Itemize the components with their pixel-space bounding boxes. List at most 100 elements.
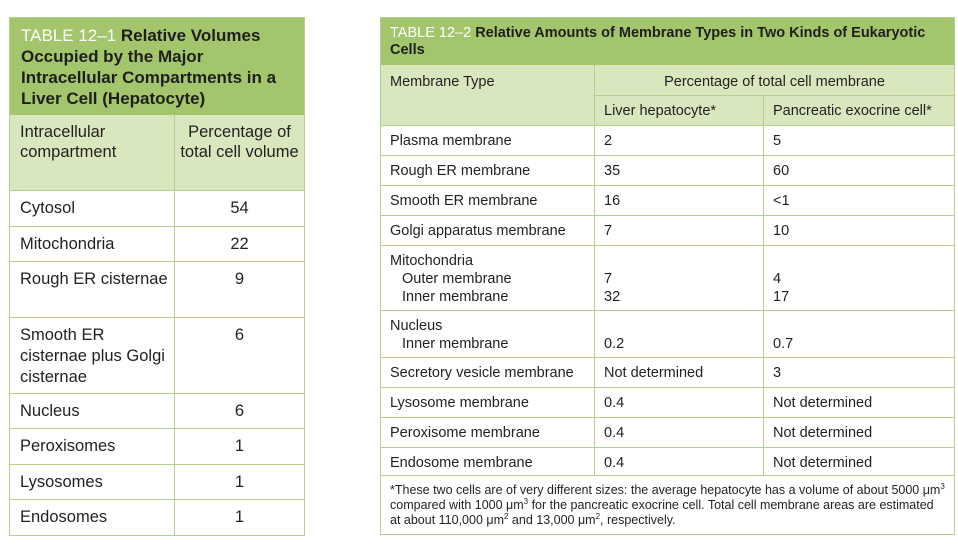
table-row: Endosome membrane 0.4 Not determined bbox=[381, 448, 954, 476]
membrane-type: Smooth ER membrane bbox=[390, 193, 538, 209]
liver-value: Not determined bbox=[604, 365, 704, 381]
table-title-text: Relative Volumes Occupied by the Major I… bbox=[21, 26, 277, 108]
pancreas-value: Not determined bbox=[773, 395, 873, 411]
membrane-type: Lysosome membrane bbox=[390, 395, 529, 411]
liver-value: 32 bbox=[604, 289, 621, 305]
footnote-text: , respectively. bbox=[600, 513, 676, 527]
table-number: TABLE 12–2 bbox=[390, 25, 472, 41]
membrane-type-cell: Mitochondria Outer membrane Inner membra… bbox=[390, 252, 590, 306]
membrane-type: Endosome membrane bbox=[390, 455, 533, 471]
pancreas-value-cell: 0.7 bbox=[773, 317, 953, 353]
membrane-type: Rough ER membrane bbox=[390, 163, 531, 179]
header-divider bbox=[595, 95, 954, 96]
liver-value: 2 bbox=[604, 133, 613, 149]
pancreas-value: Not determined bbox=[773, 425, 873, 441]
table-row: Peroxisomes 1 bbox=[10, 429, 304, 465]
liver-value-cell: 7 32 bbox=[604, 252, 759, 306]
membrane-type: Golgi apparatus membrane bbox=[390, 223, 566, 239]
table-title-text: Relative Amounts of Membrane Types in Tw… bbox=[390, 25, 926, 58]
column-header-membrane-type: Membrane Type bbox=[390, 74, 495, 90]
membrane-subtype: Inner membrane bbox=[402, 289, 509, 305]
table-row: Secretory vesicle membrane Not determine… bbox=[381, 358, 954, 388]
superscript: 2 bbox=[595, 511, 601, 521]
pancreas-value: 10 bbox=[773, 223, 790, 239]
table-footnote: *These two cells are of very different s… bbox=[390, 481, 946, 528]
percentage-value: 54 bbox=[230, 199, 249, 217]
percentage-value: 1 bbox=[234, 473, 245, 491]
superscript: 3 bbox=[523, 496, 529, 506]
compartment-name: Endosomes bbox=[20, 508, 108, 526]
compartment-name: Mitochondria bbox=[20, 235, 115, 253]
column-divider bbox=[763, 96, 764, 475]
membrane-type: Secretory vesicle membrane bbox=[390, 365, 574, 381]
pancreas-value: 3 bbox=[773, 365, 782, 381]
footnote-text: and 13,000 μm bbox=[508, 513, 596, 527]
pancreas-value-cell: 4 17 bbox=[773, 252, 953, 306]
percentage-value: 22 bbox=[230, 235, 249, 253]
table-row: Lysosomes 1 bbox=[10, 465, 304, 500]
liver-value: 0.4 bbox=[604, 455, 625, 471]
liver-value-cell: 0.2 bbox=[604, 317, 759, 353]
table-header: TABLE 12–1 Relative Volumes Occupied by … bbox=[10, 18, 304, 115]
footnote-text: for the pancreatic exocrine cell. Total … bbox=[390, 498, 934, 527]
table-relative-volumes: TABLE 12–1 Relative Volumes Occupied by … bbox=[9, 17, 305, 536]
membrane-type: Peroxisome membrane bbox=[390, 425, 540, 441]
table-title: TABLE 12–2 Relative Amounts of Membrane … bbox=[390, 25, 950, 59]
pancreas-value: 4 bbox=[773, 271, 782, 287]
footnote-text: compared with 1000 μm bbox=[390, 498, 524, 512]
liver-value: 16 bbox=[604, 193, 621, 209]
pancreas-value: 17 bbox=[773, 289, 790, 305]
liver-value: 7 bbox=[604, 271, 613, 287]
pancreas-value: 60 bbox=[773, 163, 790, 179]
table-row: Peroxisome membrane 0.4 Not determined bbox=[381, 418, 954, 448]
percentage-value: 1 bbox=[234, 437, 245, 455]
table-row: Endosomes 1 bbox=[10, 500, 304, 535]
column-header-pancreas: Pancreatic exocrine cell* bbox=[773, 103, 932, 119]
membrane-type-cell: Nucleus Inner membrane bbox=[390, 317, 590, 353]
table-row: Nucleus 6 bbox=[10, 394, 304, 429]
column-header-percentage-group: Percentage of total cell membrane bbox=[664, 74, 885, 90]
liver-value: 0.2 bbox=[604, 336, 625, 352]
liver-value: 35 bbox=[604, 163, 621, 179]
column-header-percentage: Percentage of total cell volume bbox=[180, 123, 299, 161]
membrane-subtype: Outer membrane bbox=[402, 271, 512, 287]
table-row: Cytosol 54 bbox=[10, 191, 304, 227]
table-row: Plasma membrane 2 5 bbox=[381, 126, 954, 156]
table-row: Smooth ER membrane 16 <1 bbox=[381, 186, 954, 216]
pancreas-value: 0.7 bbox=[773, 336, 794, 352]
liver-value: 0.4 bbox=[604, 425, 625, 441]
membrane-subtype: Inner membrane bbox=[402, 336, 509, 352]
table-membrane-types: TABLE 12–2 Relative Amounts of Membrane … bbox=[380, 17, 955, 535]
table-header: TABLE 12–2 Relative Amounts of Membrane … bbox=[381, 18, 954, 65]
compartment-name: Peroxisomes bbox=[20, 437, 116, 455]
superscript: 3 bbox=[940, 481, 945, 491]
compartment-name: Cytosol bbox=[20, 199, 76, 217]
table-row: Mitochondria 22 bbox=[10, 227, 304, 262]
pancreas-value: Not determined bbox=[773, 455, 873, 471]
pancreas-value: 5 bbox=[773, 133, 782, 149]
table-row: Golgi apparatus membrane 7 10 bbox=[381, 216, 954, 246]
membrane-type: Plasma membrane bbox=[390, 133, 512, 149]
table-number: TABLE 12–1 bbox=[21, 26, 117, 45]
liver-value: 0.4 bbox=[604, 395, 625, 411]
column-header-compartment: Intracellular compartment bbox=[20, 123, 117, 161]
table-title: TABLE 12–1 Relative Volumes Occupied by … bbox=[21, 25, 296, 109]
column-divider bbox=[174, 115, 175, 535]
table-row: Rough ER cisternae 9 bbox=[10, 262, 304, 318]
table-row: Lysosome membrane 0.4 Not determined bbox=[381, 388, 954, 418]
percentage-value: 6 bbox=[234, 326, 245, 344]
percentage-value: 9 bbox=[234, 270, 245, 288]
table-row: Nucleus Inner membrane 0.2 0.7 bbox=[381, 311, 954, 358]
table-row: Rough ER membrane 35 60 bbox=[381, 156, 954, 186]
percentage-value: 1 bbox=[234, 508, 245, 526]
column-header-liver: Liver hepatocyte* bbox=[604, 103, 717, 119]
membrane-type: Nucleus bbox=[390, 318, 443, 334]
liver-value: 7 bbox=[604, 223, 613, 239]
superscript: 2 bbox=[504, 511, 509, 521]
membrane-type: Mitochondria bbox=[390, 253, 474, 269]
percentage-value: 6 bbox=[234, 402, 245, 420]
pancreas-value: <1 bbox=[773, 193, 790, 209]
column-headers: Membrane Type Percentage of total cell m… bbox=[381, 65, 954, 126]
compartment-name: Smooth ER cisternae plus Golgi cisternae bbox=[20, 326, 165, 386]
column-divider bbox=[594, 65, 595, 475]
